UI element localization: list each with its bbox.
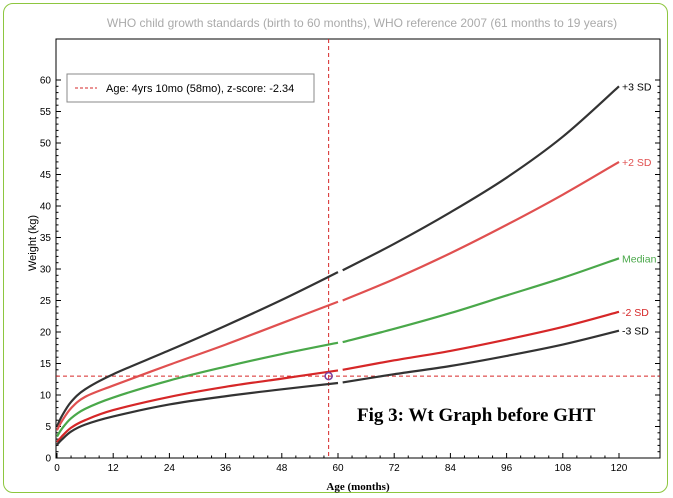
series-line	[342, 160, 620, 302]
y-tick-label: 60	[40, 76, 52, 87]
series-labels: +3 SD +2 SD Median -2 SD -3 SD	[622, 81, 657, 337]
y-tick-label: 10	[40, 391, 52, 402]
series-label: -2 SD	[622, 307, 649, 319]
series-label: Median	[622, 253, 657, 265]
x-axis-label: Age (months)	[326, 481, 390, 493]
series-line	[342, 85, 620, 272]
series-line	[55, 271, 339, 427]
series-line	[56, 369, 339, 443]
y-tick-label: 40	[40, 202, 52, 213]
figure-caption: Fig 3: Wt Graph before GHT	[357, 405, 596, 426]
y-tick-label: 50	[40, 139, 52, 150]
x-tick-label: 84	[445, 463, 457, 474]
y-tick-label: 25	[40, 296, 52, 307]
y-tick-label: 15	[40, 359, 52, 370]
y-tick-label: 55	[40, 107, 52, 118]
axis-ticks: 0 12 24 36 48 60 72 84 96 108 120 0 5 10 15 20 25 30 35 40 4…	[40, 76, 660, 474]
plot-area	[55, 38, 661, 459]
y-tick-label: 5	[45, 422, 51, 433]
x-tick-label: 36	[220, 463, 232, 474]
x-tick-label: 120	[611, 463, 628, 474]
series-line	[342, 310, 620, 371]
x-tick-label: 108	[554, 463, 571, 474]
y-tick-label: 30	[40, 265, 52, 276]
y-tick-label: 0	[45, 454, 51, 465]
series-label: +2 SD	[622, 157, 652, 169]
legend: Age: 4yrs 10mo (58mo), z-score: -2.34	[66, 73, 315, 103]
y-tick-label: 35	[40, 233, 52, 244]
x-tick-label: 12	[108, 463, 120, 474]
y-tick-label: 45	[40, 170, 52, 181]
series-line	[342, 329, 620, 384]
series-line	[56, 381, 339, 446]
x-tick-label: 72	[389, 463, 401, 474]
series-line	[56, 341, 339, 438]
x-tick-label: 48	[276, 463, 288, 474]
series-label: +3 SD	[622, 81, 652, 93]
series-line	[56, 300, 339, 431]
figure-frame	[3, 3, 668, 493]
series-line	[342, 257, 620, 344]
y-axis-label: Weight (kg)	[27, 215, 39, 271]
patient-marker	[324, 371, 333, 381]
chart-title: WHO child growth standards (birth to 60 …	[107, 16, 617, 30]
series-lines	[55, 85, 620, 446]
crosshair	[56, 39, 660, 458]
x-tick-label: 24	[164, 463, 176, 474]
x-tick-label: 0	[54, 463, 60, 474]
x-tick-label: 96	[501, 463, 513, 474]
legend-label: Age: 4yrs 10mo (58mo), z-score: -2.34	[106, 83, 294, 95]
legend-box	[66, 73, 315, 103]
y-tick-label: 20	[40, 328, 52, 339]
series-label: -3 SD	[622, 326, 649, 338]
x-tick-label: 60	[332, 463, 344, 474]
